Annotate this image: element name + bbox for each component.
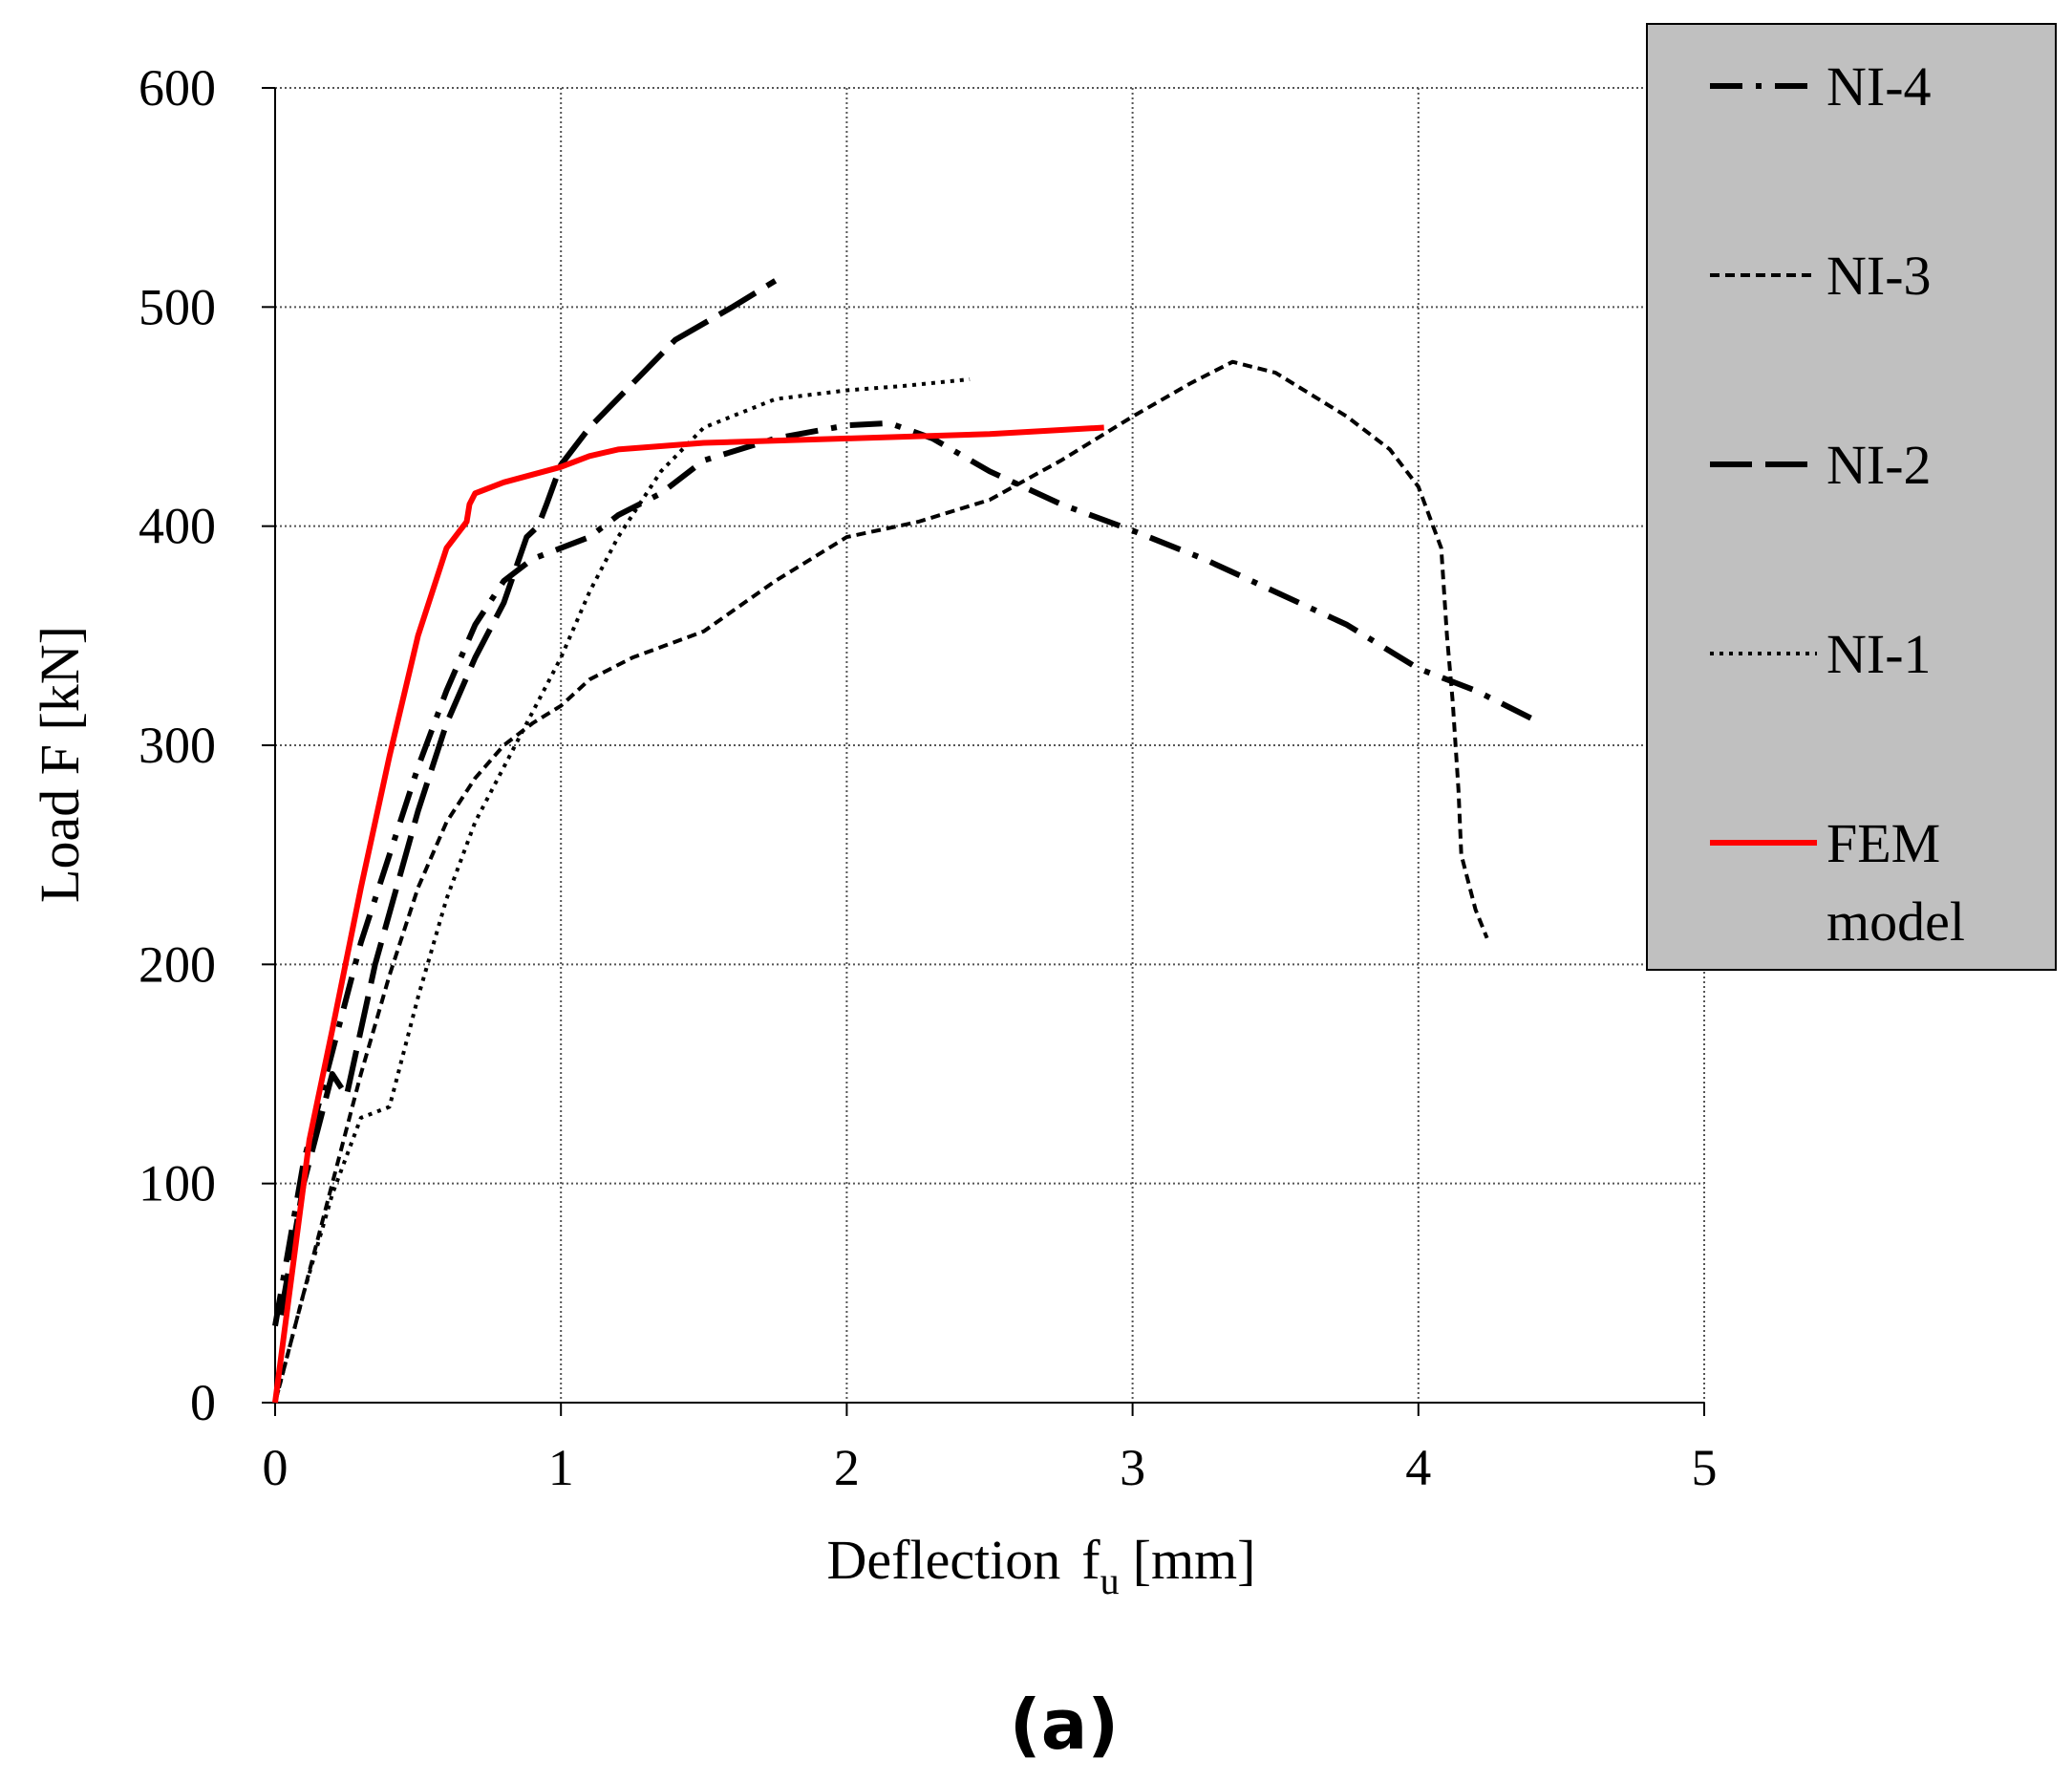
legend: NI-4 NI-3 NI-2 NI-1 FEM model [1646, 23, 2057, 971]
legend-label-ni-2: NI-2 [1826, 434, 1932, 496]
x-tick-label: 4 [1405, 1439, 1431, 1496]
x-axis-label-name: Deflection [827, 1529, 1061, 1591]
x-tick-label: 2 [834, 1439, 860, 1496]
legend-label-ni-4: NI-4 [1826, 55, 1932, 118]
x-axis-label-subscript: u [1100, 1559, 1120, 1602]
legend-label-ni-1: NI-1 [1826, 623, 1932, 685]
axes [262, 87, 1705, 1416]
y-axis-label: Load F [kN] [29, 626, 91, 903]
legend-label-fem-model: FEM model [1826, 812, 1965, 953]
y-tick-label: 100 [139, 1155, 216, 1212]
grid-lines [275, 87, 1705, 1403]
y-tick-label: 600 [139, 59, 216, 117]
data-series [272, 278, 1534, 1404]
legend-label-ni-3: NI-3 [1826, 245, 1932, 307]
series-line-ni-3 [273, 359, 1489, 1404]
series-line-ni-4 [272, 419, 1534, 1327]
x-axis-label: Deflection fu [mm] [827, 1529, 1256, 1602]
x-tick-label: 1 [548, 1439, 574, 1496]
series-line-fem-model [272, 424, 1104, 1404]
y-tick-label: 200 [139, 935, 216, 993]
y-tick-label: 300 [139, 717, 216, 774]
legend-box [1646, 23, 2057, 971]
x-tick-label: 3 [1120, 1439, 1145, 1496]
y-tick-label: 0 [190, 1374, 216, 1431]
x-axis-label-unit: [mm] [1133, 1529, 1256, 1591]
x-tick-label: 5 [1692, 1439, 1718, 1496]
y-tick-label: 400 [139, 498, 216, 555]
series-line-ni-2 [278, 278, 778, 1316]
y-tick-label: 500 [139, 278, 216, 335]
tick-labels: 0 1 2 3 4 5 0 100 200 300 400 500 600 [139, 59, 1718, 1496]
x-tick-label: 0 [263, 1439, 288, 1496]
figure-caption: (a) [1010, 1684, 1119, 1765]
x-axis-label-symbol: f [1081, 1529, 1100, 1591]
series-line-ni-1 [273, 377, 971, 1404]
